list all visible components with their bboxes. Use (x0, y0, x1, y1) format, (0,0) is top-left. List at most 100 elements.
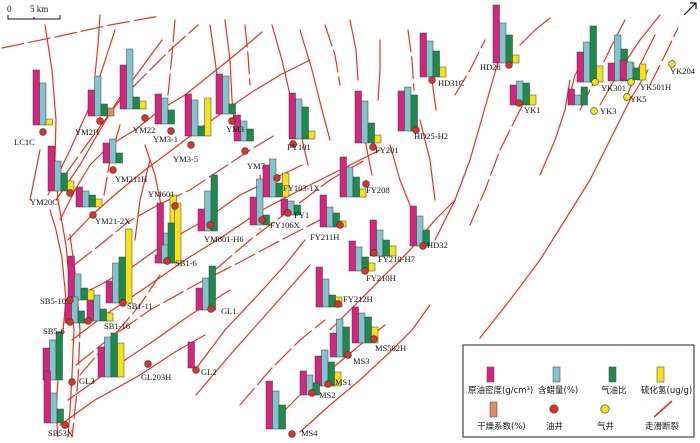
oil-well-marker[interactable] (289, 140, 297, 148)
oil-well-marker[interactable] (344, 351, 352, 359)
oil-well-marker[interactable] (241, 147, 249, 155)
gor-bar (275, 182, 283, 198)
well-label-ym7: YM7 (247, 161, 265, 171)
oil-well-marker[interactable] (109, 166, 117, 174)
well-label-ym601: YM601 (148, 189, 174, 199)
h2s-bar (512, 54, 520, 64)
oil-well-marker[interactable] (141, 114, 149, 122)
oil-well-marker[interactable] (361, 267, 369, 275)
wax-bar (74, 273, 82, 301)
gor-bar (115, 152, 123, 164)
oil-well-marker[interactable] (412, 126, 420, 134)
h2s-bar (529, 94, 537, 106)
well-label-ym2h: YM2H (75, 127, 99, 137)
oil-well-marker[interactable] (362, 180, 370, 188)
oil-well-marker[interactable] (167, 127, 175, 135)
gor-bar (301, 106, 309, 140)
h2s-bar (95, 198, 103, 208)
well-ym2h-bars (87, 75, 115, 117)
h2s-bar (374, 134, 382, 144)
gas-well-marker[interactable] (623, 93, 631, 101)
oil-well-marker[interactable] (187, 141, 195, 149)
oil-well-marker[interactable] (144, 360, 152, 368)
well-gl2-bars (187, 341, 195, 369)
oil-well-marker[interactable] (505, 61, 513, 69)
oil-well-marker[interactable] (39, 128, 47, 136)
oil-well-marker[interactable] (419, 242, 427, 250)
oil-well-marker[interactable] (96, 117, 104, 125)
well-label-fy101: FY101 (287, 142, 311, 152)
oil-well-marker[interactable] (68, 378, 76, 386)
gor-bar (589, 25, 597, 83)
gas-well-marker[interactable] (627, 78, 635, 86)
oil-well-marker[interactable] (370, 249, 378, 257)
well-lc1c-bars (32, 69, 53, 126)
oil-well-marker[interactable] (61, 421, 69, 429)
well-fy106x-bars (249, 178, 270, 226)
wax-bar (416, 215, 424, 247)
oil-well-marker[interactable] (192, 366, 200, 374)
oil-well-marker[interactable] (206, 221, 214, 229)
oil-well-marker[interactable] (515, 99, 523, 107)
gor-bar (332, 212, 340, 228)
oil-well-marker[interactable] (336, 221, 344, 229)
oil-well-marker[interactable] (284, 209, 292, 217)
fault-line (244, 24, 251, 86)
oil-well-marker[interactable] (66, 318, 74, 326)
oil-well-marker[interactable] (89, 211, 97, 219)
wax-bar (104, 336, 112, 378)
scale-label: 5 km (30, 4, 48, 14)
density-bar (409, 205, 417, 247)
gas-well-marker[interactable] (590, 107, 598, 115)
well-ym211h-bars (102, 138, 123, 164)
oil-well-marker[interactable] (428, 76, 436, 84)
h2s-bar (282, 172, 290, 198)
gas-well-marker[interactable] (591, 78, 599, 86)
well-label-yk5: YK5 (630, 94, 647, 104)
well-label-ms2: MS2 (319, 390, 336, 400)
density-bar (351, 306, 359, 344)
wax-bar (82, 190, 90, 208)
oil-well-marker[interactable] (66, 189, 74, 197)
fault-line (69, 234, 81, 438)
oil-well-marker[interactable] (163, 257, 171, 265)
oil-well-marker[interactable] (324, 380, 332, 388)
oil-well-marker[interactable] (66, 296, 74, 304)
well-label-sb5-10: SB5-10 (40, 296, 66, 306)
wax-bar (94, 75, 102, 117)
gas-well-marker[interactable] (668, 60, 676, 68)
well-label-ms3: MS3 (353, 356, 370, 366)
oil-well-marker[interactable] (84, 317, 92, 325)
well-ms1-bars (314, 349, 342, 387)
well-label-sb1-16: SB1-16 (104, 321, 130, 331)
density-bar (154, 254, 162, 264)
gor-bar (432, 50, 440, 78)
oil-well-marker[interactable] (288, 430, 296, 438)
well-label-yk1: YK1 (524, 105, 541, 115)
oil-well-marker[interactable] (369, 143, 377, 151)
oil-well-marker[interactable] (171, 202, 179, 210)
oil-well-marker[interactable] (207, 305, 215, 313)
oil-well-marker[interactable] (119, 299, 127, 307)
density-bar (576, 51, 584, 83)
h2s-bar (117, 342, 125, 378)
oil-well-marker[interactable] (228, 117, 236, 125)
h2s-bar (106, 312, 114, 322)
well-label-hd32: HD32 (427, 240, 448, 250)
fault-line (299, 304, 431, 433)
wax-bar (499, 22, 507, 64)
oil-well-marker[interactable] (258, 216, 266, 224)
well-ym21-2x-bars (75, 186, 103, 208)
density-bar (419, 32, 427, 78)
well-label-fy208: FY208 (366, 185, 390, 195)
fault-line (469, 89, 531, 226)
density-bar (197, 208, 205, 232)
well-label-fy211h: FY211H (310, 232, 339, 242)
oil-well-marker[interactable] (273, 174, 281, 182)
oil-well-marker[interactable] (334, 300, 342, 308)
well-ym7-bars (233, 114, 254, 142)
oil-well-marker[interactable] (370, 335, 378, 343)
well-yk3-bars (567, 86, 588, 106)
oil-well-marker[interactable] (308, 389, 316, 397)
well-label-ym21-2x: YM21-2X (95, 216, 130, 226)
